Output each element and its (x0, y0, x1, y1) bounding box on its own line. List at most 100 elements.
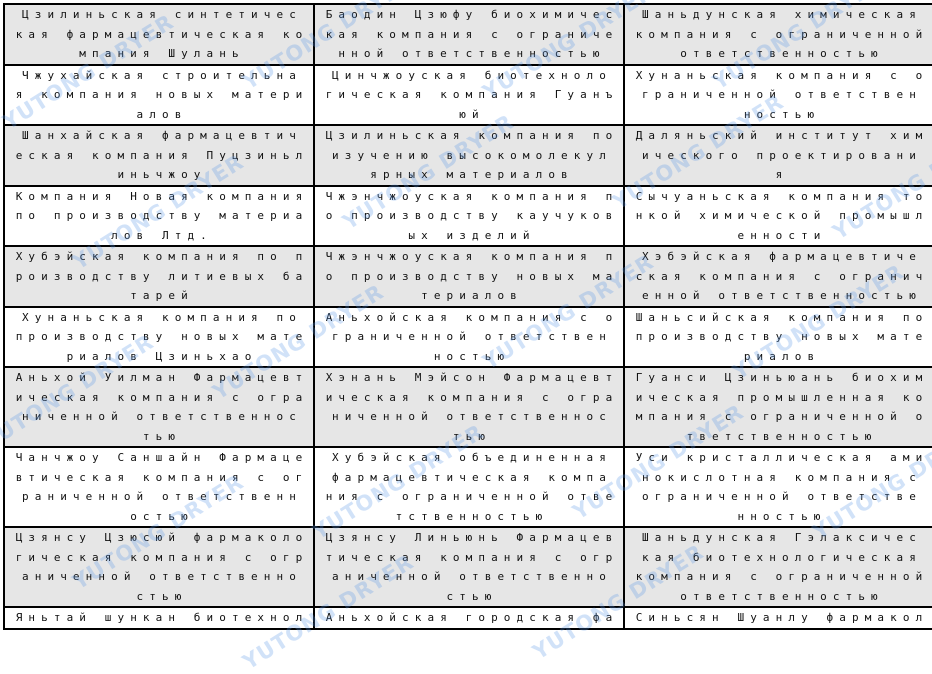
company-name-line: Аньхойская компания с о (325, 310, 619, 324)
company-name-line: ическая промышленная ко (635, 390, 929, 404)
company-name-line: Цинчжоуская биотехноло (332, 68, 612, 82)
company-name-line: граниченной ответствен (642, 88, 922, 101)
company-cell: Хунаньская компания с о граниченной ответ… (623, 63, 932, 126)
company-cell: Цзянсу Линьюнь Фармацев тическая компания… (313, 526, 625, 608)
company-name-line: аниченной ответственно (332, 570, 612, 583)
company-name-line: Компания Новая компания (15, 189, 309, 203)
company-cell: Уси кристаллическая ами нокислотная компа… (623, 446, 932, 528)
company-cell: Шаньсийская компания по производству новы… (623, 305, 932, 368)
company-cell: Хэбэйская фармацевтиче ская компания с ог… (623, 245, 932, 308)
company-name-line: тственностью (395, 509, 549, 523)
company-name-line: нной ответственностью (338, 47, 606, 60)
company-name-line: Хубэйская объединенная (332, 451, 612, 464)
company-name-line: Чжухайская строительна (22, 68, 302, 82)
company-name-line: кая фармацевтическая ко (15, 27, 309, 41)
company-name-line: Чжэнчжоуская компания п (325, 250, 619, 263)
company-name-line: тическая компания с огр (325, 550, 619, 564)
company-name-line: Баодин Цзюфу биохимичес (325, 8, 619, 21)
company-name-line: о производству новых ма (325, 269, 619, 283)
company-name-line: иньчжоу (117, 168, 207, 181)
company-cell: Аньхойская компания с о граниченной ответ… (313, 305, 625, 368)
company-name-line: компания с ограниченной (635, 27, 929, 41)
table-row: Чжухайская строительна я компания новых м… (3, 63, 932, 126)
company-name-line: стью (136, 589, 188, 603)
company-name-line: ярных материалов (370, 168, 574, 181)
company-name-line: енности (737, 228, 827, 242)
company-name-line: Яньтай шункан биотехнол (15, 611, 309, 624)
table-row: Чанчжоу Саншайн Фармаце втическая компани… (3, 446, 932, 528)
company-name-line: лов Лтд. (111, 228, 213, 242)
company-name-line: Шаньсийская компания по (635, 310, 929, 324)
company-name-line: Аньхойская городская фа (325, 611, 619, 624)
company-name-line: Хубэйская компания по п (15, 250, 309, 263)
company-name-line: ответственностью (680, 47, 884, 60)
table-row: Хубэйская компания по п роизводству литие… (3, 245, 932, 308)
company-name-line: мпания Шулань (79, 47, 245, 60)
company-name-line: нкой химической промышл (635, 209, 929, 222)
company-name-line: остью (130, 509, 194, 523)
company-cell: Шанхайская фармацевтич еская компания Пуц… (3, 124, 315, 187)
company-cell: Цзилиньская синтетичес кая фармацевтическ… (3, 3, 315, 66)
company-name-line: ниченной ответственнос (22, 410, 302, 423)
company-cell: Чжэнчжоуская компания п о производству ка… (313, 184, 625, 247)
company-name-line: риалов Цзиньхао (66, 349, 258, 363)
company-cell: Баодин Цзюфу биохимичес кая компания с ог… (313, 3, 625, 66)
company-name-line: тветственностью (686, 429, 878, 443)
company-cell: Синьсян Шуанлу фармакол (623, 606, 932, 630)
company-name-line: кая компания с ограниче (325, 27, 619, 41)
company-name-line: ностью (743, 107, 821, 121)
company-name-line: еская компания Пуцзиньл (15, 148, 309, 162)
company-name-line: граниченной ответствен (332, 330, 612, 343)
company-cell: Компания Новая компания по производству м… (3, 184, 315, 247)
company-cell: Хунаньская компания по производству новых… (3, 305, 315, 368)
company-name-line: Уси кристаллическая ами (635, 451, 929, 464)
company-name-line: ностью (433, 349, 511, 363)
table-row: Шанхайская фармацевтич еская компания Пуц… (3, 124, 932, 187)
company-name-line: юй (459, 107, 485, 121)
company-name-line: ическая компания с огра (325, 390, 619, 404)
company-name-line: по производству материа (15, 209, 309, 222)
company-name-line: изучению высокомолекул (332, 148, 612, 162)
company-name-line: ограниченной ответстве (642, 490, 922, 503)
company-name-line: о производству каучуков (325, 209, 619, 222)
company-name-line: производству новых мате (635, 330, 929, 343)
company-name-line: Хунаньская компания по (22, 310, 302, 324)
company-name-line: ния с ограниченной отве (325, 490, 619, 503)
company-name-line: производству новых мате (15, 330, 309, 343)
company-name-line: ического проектировани (642, 148, 922, 162)
company-name-line: компания с ограниченной (635, 570, 929, 583)
company-name-line: Синьсян Шуанлу фармакол (635, 611, 929, 624)
company-name-line: тарей (130, 289, 194, 302)
company-name-line: гическая компания с огр (15, 550, 309, 564)
company-name-line: ская компания с огранич (635, 269, 929, 283)
company-name-line: кая биотехнологическая (642, 550, 922, 564)
company-name-line: Цзянсу Линьюнь Фармацев (325, 531, 619, 544)
company-cell: Цзилиньская компания по изучению высокомо… (313, 124, 625, 187)
company-name-line: аниченной ответственно (22, 570, 302, 583)
company-name-line: Даляньский институт хим (635, 129, 929, 142)
company-name-line: ых изделий (408, 228, 536, 242)
company-name-line: мпания с ограниченной о (635, 410, 929, 423)
company-table: Цзилиньская синтетичес кая фармацевтическ… (3, 3, 932, 630)
company-cell: Чжэнчжоуская компания п о производству но… (313, 245, 625, 308)
company-name-line: риалов (743, 349, 821, 363)
company-name-line: тью (452, 429, 492, 443)
company-cell: Сычуаньская компания то нкой химической п… (623, 184, 932, 247)
company-name-line: нокислотная компания с (642, 470, 922, 484)
company-name-line: алов (136, 107, 188, 121)
company-name-line: Шанхайская фармацевтич (22, 129, 302, 142)
company-name-line: ическая компания с огра (15, 390, 309, 404)
table-row: Цзилиньская синтетичес кая фармацевтическ… (3, 3, 932, 66)
company-cell: Хубэйская компания по п роизводству литие… (3, 245, 315, 308)
company-name-line: Шаньдунская Гэлаксичес (642, 531, 922, 544)
table-row: Аньхой Уилман Фармацевт ическая компания … (3, 366, 932, 448)
company-name-line: фармацевтическая компа (332, 470, 612, 484)
company-name-line: Хунаньская компания с о (635, 68, 929, 82)
company-name-line: стью (446, 589, 498, 603)
company-name-line: ответственностью (680, 589, 884, 603)
company-name-line: роизводству литиевых ба (15, 269, 309, 283)
company-name-line: тью (142, 429, 182, 443)
company-cell: Даляньский институт хим ического проектир… (623, 124, 932, 187)
company-name-line: Чанчжоу Саншайн Фармаце (15, 451, 309, 464)
company-name-line: Цзилиньская компания по (325, 129, 619, 142)
